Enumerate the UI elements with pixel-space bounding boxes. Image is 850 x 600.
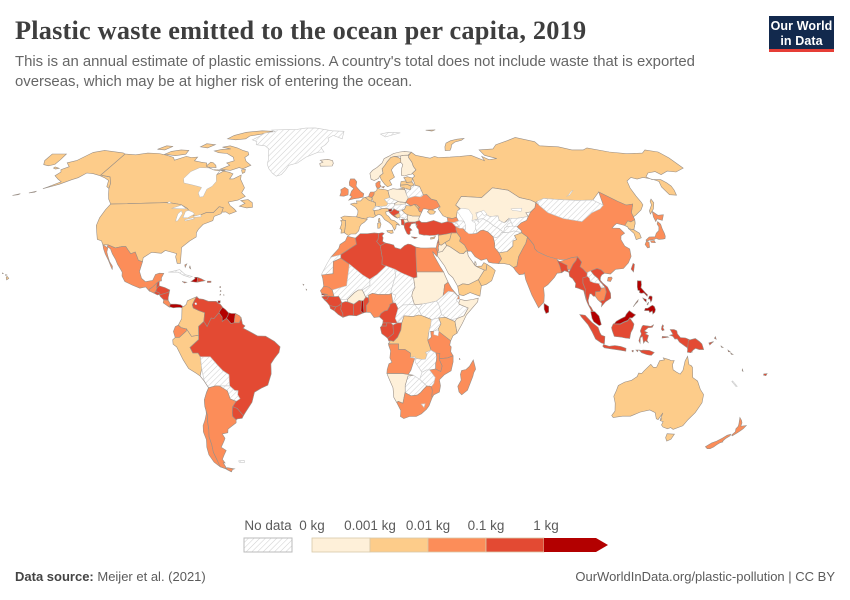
svg-text:0.001 kg: 0.001 kg (344, 518, 396, 533)
svg-text:0 kg: 0 kg (299, 518, 325, 533)
svg-text:No data: No data (244, 518, 292, 533)
svg-text:0.01 kg: 0.01 kg (406, 518, 450, 533)
svg-text:1 kg: 1 kg (533, 518, 559, 533)
svg-text:0.1 kg: 0.1 kg (468, 518, 505, 533)
